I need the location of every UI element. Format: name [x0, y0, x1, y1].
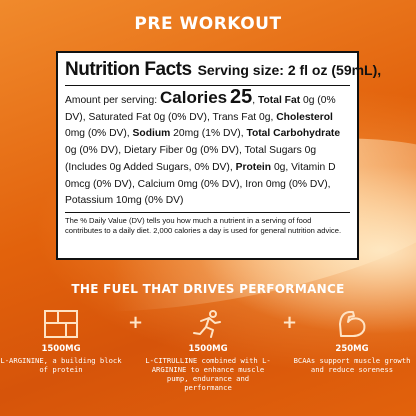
nutrition-body: Amount per serving: Calories 25, Total F…	[65, 86, 341, 207]
nutrient-name: Saturated Fat 0g (0% DV), Trans Fat 0g,	[88, 111, 274, 123]
tagline: THE FUEL THAT DRIVES PERFORMANCE	[71, 282, 345, 296]
benefit-amount: 250MG	[335, 344, 369, 354]
nutrient-name: Protein	[235, 161, 272, 173]
serving-size: Serving size: 2 fl oz (59mL),	[197, 62, 382, 78]
benefit-description: L-CITRULLINE combined with L-ARGININE to…	[145, 356, 271, 392]
calories-label: Calories	[160, 88, 228, 107]
benefit-amount: 1500MG	[188, 344, 228, 354]
nutrient-value: 20mg (1% DV),	[170, 128, 244, 140]
page-title: PRE WORKOUT	[134, 14, 282, 34]
benefit-description: L-ARGININE, a building block of protein	[0, 356, 122, 374]
benefit-description: BCAAs support muscle growth and reduce s…	[293, 356, 411, 374]
molecule-icon	[44, 310, 78, 338]
nutrition-title: Nutrition Facts	[65, 59, 192, 80]
nutrition-header: Nutrition Facts Serving size: 2 fl oz (5…	[65, 59, 381, 81]
calories-value: 25	[230, 86, 253, 108]
nutrient-value: 0g, Vitamin D 0mcg (0% DV), Calcium 0mg …	[65, 161, 336, 207]
runner-icon	[193, 310, 221, 338]
divider	[65, 85, 350, 86]
nutrient-name: Cholesterol	[276, 111, 333, 123]
nutrient-name: Sodium	[132, 128, 171, 140]
flexed-arm-icon	[339, 311, 366, 337]
nutrition-facts-panel: Nutrition Facts Serving size: 2 fl oz (5…	[56, 51, 381, 260]
divider	[65, 211, 350, 213]
benefit-amount: 1500MG	[41, 344, 81, 354]
nutrient-name: Total Carbohydrate	[246, 128, 341, 140]
nutrient-name: Total Fat	[257, 95, 301, 106]
nutrient-value: 0g (0% DV),	[65, 145, 122, 157]
amount-per-serving: Amount per serving:	[65, 95, 158, 106]
nutrient-value: 0g (0% DV),	[65, 95, 336, 123]
daily-value-footnote: The % Daily Value (DV) tells you how muc…	[65, 215, 342, 235]
plus-icon: +	[282, 312, 298, 333]
nutrient-name: Dietary Fiber 0g (0% DV), Total Sugars 0…	[65, 145, 317, 173]
nutrient-value: 0mg (0% DV),	[65, 128, 130, 140]
plus-icon: +	[128, 312, 144, 333]
